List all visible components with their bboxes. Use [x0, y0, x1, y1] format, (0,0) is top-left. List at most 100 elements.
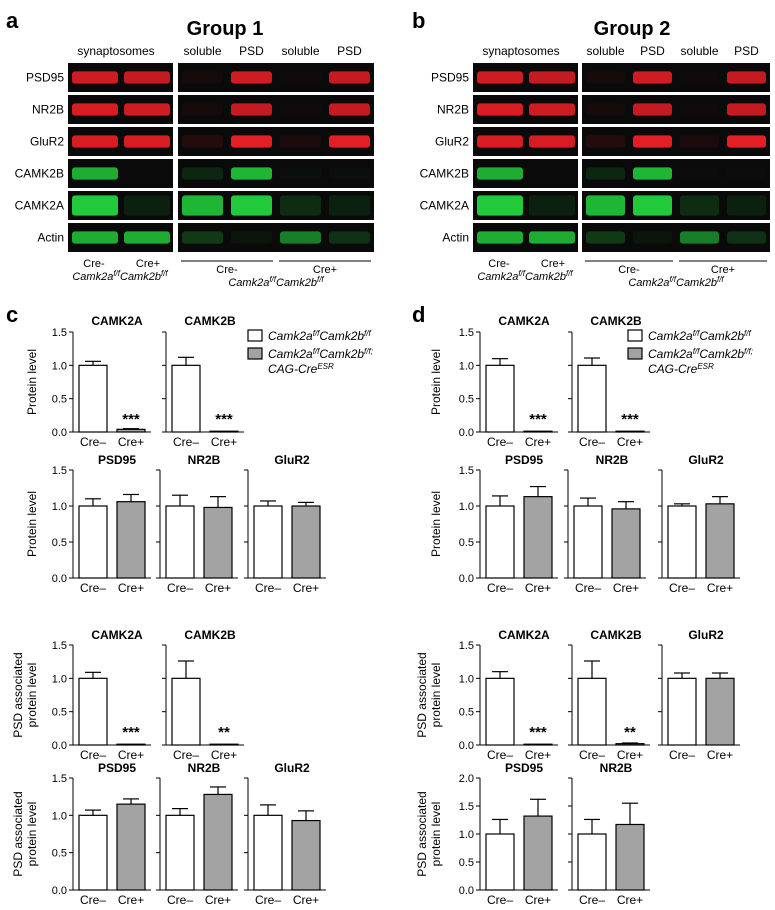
text-span: Camk2a	[628, 277, 669, 289]
bar-cre-plus	[615, 743, 645, 746]
band	[727, 167, 766, 179]
chart-d-camk2b-17: CAMK2B Cre– Cre+ **	[568, 628, 650, 762]
y-tick-label: 1.5	[459, 640, 474, 652]
band	[280, 231, 321, 244]
text-span: f/f	[693, 347, 700, 356]
x-tick-label: Cre+	[707, 748, 733, 762]
significance-label: **	[624, 724, 636, 741]
panel-letter-d: d	[412, 302, 425, 327]
bar-cre-minus	[78, 505, 108, 579]
header-synaptosomes: synaptosomes	[482, 44, 559, 58]
blot-row-label-psd95: PSD95	[431, 71, 469, 85]
text-span: f/f	[669, 275, 676, 284]
band	[727, 135, 766, 148]
band	[231, 167, 272, 180]
bar-cre-minus	[171, 364, 201, 433]
x-tick-label: Cre+	[293, 581, 319, 595]
x-tick-label: Cre+	[525, 435, 551, 449]
band	[182, 231, 223, 244]
text-span: CAG-Cre	[268, 362, 318, 376]
x-tick-label: Cre+	[118, 435, 144, 449]
bar-cre-plus	[116, 743, 146, 746]
group-title-2: Group 2	[594, 18, 671, 40]
chart-c-glur2-5: GluR2 Cre– Cre+	[244, 453, 326, 595]
band	[727, 103, 766, 116]
chart-title: CAMK2B	[590, 628, 642, 642]
y-tick-label: 0.0	[459, 427, 474, 439]
y-tick-label: 0.0	[459, 885, 474, 897]
blot-group-1: synaptosomes soluble PSD soluble PSD PSD95 NR2…	[15, 44, 374, 289]
x-tick-label: Cre–	[669, 748, 695, 762]
legend-2: Camk2af/fCamk2bf/fCamk2af/fCamk2bf/f;CAG…	[627, 329, 753, 376]
y-tick-label: 0.5	[459, 394, 474, 406]
blot-strip-fractions	[178, 159, 374, 188]
y-tick-label: 0.5	[52, 848, 67, 860]
chart-title: CAMK2B	[184, 314, 236, 328]
legend-entry-cre-plus-line2: CAG-CreESR	[268, 362, 334, 377]
y-axis-label: protein level	[429, 802, 443, 867]
y-tick-label: 0.5	[52, 707, 67, 719]
band	[72, 167, 118, 180]
blot-row-label-glur2: GluR2	[30, 135, 64, 149]
band	[280, 195, 321, 216]
bar-cre-minus	[577, 364, 607, 433]
y-axis-label: Protein level	[429, 491, 443, 557]
x-tick-label: Cre–	[80, 893, 106, 907]
band	[280, 103, 321, 115]
chart-c-psd95-8: PSD95 0.0 0.5 1.0 1.5 PSD associated protein l…	[11, 761, 151, 907]
y-tick-label: 0.0	[52, 740, 67, 752]
y-tick-label: 1.0	[459, 673, 474, 685]
significance-label: ***	[621, 411, 639, 428]
x-tick-label: Cre–	[173, 435, 199, 449]
text-span: CAG-Cre	[648, 362, 698, 376]
band	[329, 71, 370, 84]
x-tick-label: Cre+	[118, 893, 144, 907]
chart-d-psd95-13: PSD95 0.0 0.5 1.0 1.5 Protein level Cre– Cre+	[429, 453, 558, 595]
bar-cre-minus	[78, 364, 108, 433]
genotype-label: Camk2af/fCamk2bf/f	[628, 275, 724, 290]
x-tick-label: Cre–	[80, 581, 106, 595]
band	[477, 167, 523, 180]
chart-title: PSD95	[98, 453, 136, 467]
band	[231, 103, 272, 116]
text-span: f/f;	[744, 347, 753, 356]
text-span: f/f	[313, 329, 320, 338]
band	[231, 135, 272, 148]
lane-label-cre-minus: Cre-	[488, 258, 510, 270]
x-tick-label: Cre+	[525, 581, 551, 595]
chart-c-psd95-3: PSD95 0.0 0.5 1.0 1.5 Protein level Cre– Cre+	[25, 453, 151, 595]
x-tick-label: Cre+	[707, 581, 733, 595]
band	[633, 231, 672, 244]
bar-cre-plus	[523, 815, 553, 891]
blot-strip-fractions	[582, 223, 770, 252]
band	[529, 71, 575, 84]
fraction-label-cre-minus: Cre-	[216, 264, 238, 276]
band	[633, 195, 672, 216]
x-tick-label: Cre–	[255, 581, 281, 595]
header-soluble: soluble	[680, 44, 718, 58]
header-soluble: soluble	[281, 44, 319, 58]
text-span: Camk2a	[228, 277, 269, 289]
bar-cre-plus	[291, 819, 321, 891]
band	[477, 195, 523, 216]
bar-cre-plus	[203, 506, 233, 579]
panel-letter-a: a	[6, 8, 19, 33]
band	[680, 71, 719, 83]
band	[680, 195, 719, 216]
band	[477, 231, 523, 244]
bar-cre-plus	[523, 743, 553, 746]
x-tick-label: Cre–	[167, 581, 193, 595]
text-span: f/f	[717, 275, 724, 284]
band	[72, 103, 118, 116]
text-span: Camk2b	[319, 329, 364, 343]
bar-cre-minus	[485, 833, 515, 891]
band	[72, 231, 118, 244]
text-span: Camk2b	[699, 347, 744, 361]
chart-title: PSD95	[505, 761, 543, 775]
y-axis-label: protein level	[25, 663, 39, 728]
x-tick-label: Cre+	[617, 893, 643, 907]
significance-label: ***	[529, 724, 547, 741]
chart-d-nr2b-14: NR2B Cre– Cre+	[564, 453, 646, 595]
band	[477, 135, 523, 148]
